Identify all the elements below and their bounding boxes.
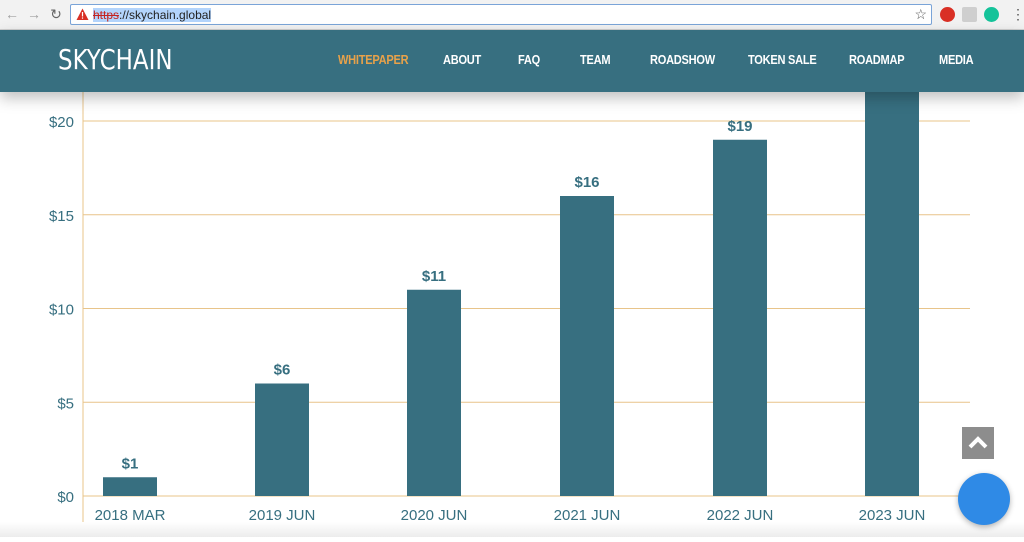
url-separator: :// [119, 8, 130, 22]
url-text[interactable]: https://skychain.global [93, 8, 212, 22]
nav-whitepaper[interactable]: WHITEPAPER [338, 52, 409, 67]
token-price-chart: $0 $5 $10 $15 $20 $1 2018 MAR $6 2019 JUN $11 2020… [0, 83, 1024, 537]
x-tick-label: 2023 JUN [859, 507, 926, 524]
browser-toolbar: ← → ↻ https://skychain.global ☆ ⋮ [0, 0, 1024, 30]
bar[interactable] [713, 139, 767, 496]
nav-token-sale[interactable]: TOKEN SALE [748, 52, 817, 67]
x-tick-label: 2022 JUN [707, 507, 774, 524]
x-tick-label: 2019 JUN [249, 507, 316, 524]
nav-media[interactable]: MEDIA [939, 52, 974, 67]
site-header: SKYCHAIN WHITEPAPER ABOUT FAQ TEAM ROADS… [0, 30, 1024, 92]
chat-bubble-icon[interactable] [958, 473, 1010, 525]
nav-roadmap[interactable]: ROADMAP [849, 52, 905, 67]
y-tick-label: $15 [49, 208, 74, 225]
page-bottom-shadow [0, 522, 1024, 537]
bar-data-label: $16 [574, 174, 599, 191]
reload-icon[interactable]: ↻ [50, 6, 62, 22]
chevron-up-icon [968, 436, 988, 449]
bar-data-label: $6 [274, 362, 291, 379]
nav-faq[interactable]: FAQ [518, 52, 540, 67]
bar-chart: $0 $5 $10 $15 $20 $1 2018 MAR $6 2019 JUN $11 2020… [49, 83, 970, 537]
bar[interactable] [103, 477, 157, 496]
x-tick-label: 2018 MAR [95, 507, 166, 524]
star-icon[interactable]: ☆ [914, 6, 927, 22]
bar[interactable] [255, 383, 309, 497]
y-tick-label: $0 [57, 489, 74, 506]
nav-roadshow[interactable]: ROADSHOW [650, 52, 715, 67]
url-scheme: https [93, 8, 120, 22]
y-tick-label: $10 [49, 302, 74, 319]
extension-envelope-icon[interactable] [962, 7, 977, 22]
bar[interactable] [865, 83, 919, 496]
address-bar[interactable]: https://skychain.global ☆ [70, 4, 932, 25]
nav-team[interactable]: TEAM [580, 52, 611, 67]
bar-data-label: $1 [122, 455, 139, 472]
nav-about[interactable]: ABOUT [443, 52, 482, 67]
forward-button[interactable]: → [27, 6, 41, 22]
extension-red-icon[interactable] [940, 7, 955, 22]
scroll-to-top-button[interactable] [962, 427, 994, 459]
x-tick-label: 2021 JUN [554, 507, 621, 524]
bar[interactable] [407, 289, 461, 496]
url-host: skychain.global [129, 8, 212, 22]
bar-data-label: $19 [727, 118, 752, 135]
bar[interactable] [560, 196, 614, 496]
back-button[interactable]: ← [5, 6, 19, 22]
y-tick-label: $5 [57, 395, 74, 412]
more-vert-icon[interactable]: ⋮ [1011, 6, 1024, 22]
x-tick-label: 2020 JUN [401, 507, 468, 524]
y-tick-label: $20 [49, 114, 74, 131]
grammarly-icon[interactable] [984, 7, 999, 22]
bar-data-label: $11 [422, 268, 446, 285]
not-secure-warning-icon[interactable] [76, 8, 89, 21]
site-logo[interactable]: SKYCHAIN [58, 43, 173, 76]
